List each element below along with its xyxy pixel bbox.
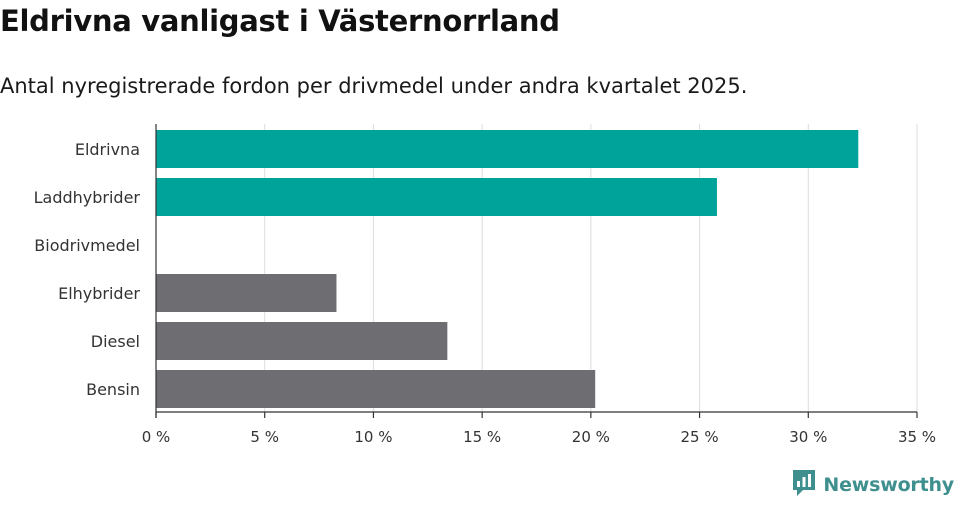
chart-title: Eldrivna vanligast i Västernorrland [0, 4, 560, 38]
newsworthy-logo-icon [791, 468, 817, 502]
newsworthy-logo: Newsworthy [791, 468, 954, 502]
x-tick-label-1: 5 % [250, 428, 279, 446]
category-label-bensin: Bensin [86, 380, 140, 399]
x-tick-label-2: 10 % [354, 428, 392, 446]
category-label-elhybrider: Elhybrider [58, 284, 140, 303]
category-label-biodrivmedel: Biodrivmedel [34, 236, 140, 255]
bars [156, 130, 859, 408]
bar-diesel [156, 322, 448, 360]
bar-laddhybrider [156, 178, 717, 216]
category-label-eldrivna: Eldrivna [75, 140, 140, 159]
x-tick-label-0: 0 % [142, 428, 171, 446]
newsworthy-logo-text: Newsworthy [823, 474, 954, 496]
x-axis: 0 % 5 % 10 % 15 % 20 % 25 % 30 % 35 % [142, 124, 936, 446]
x-tick-label-7: 35 % [898, 428, 936, 446]
category-labels: Eldrivna Laddhybrider Biodrivmedel Elhybrid… [34, 140, 141, 399]
chart-subtitle: Antal nyregistrerade fordon per drivmede… [0, 74, 748, 98]
category-label-diesel: Diesel [91, 332, 140, 351]
bar-eldrivna [156, 130, 859, 168]
bar-bensin [156, 370, 596, 408]
bar-elhybrider [156, 274, 337, 312]
category-label-laddhybrider: Laddhybrider [34, 188, 141, 207]
grid-lines [264, 124, 918, 412]
x-tick-label-3: 15 % [463, 428, 501, 446]
x-tick-label-4: 20 % [572, 428, 610, 446]
x-tick-label-6: 30 % [789, 428, 827, 446]
x-tick-label-5: 25 % [681, 428, 719, 446]
